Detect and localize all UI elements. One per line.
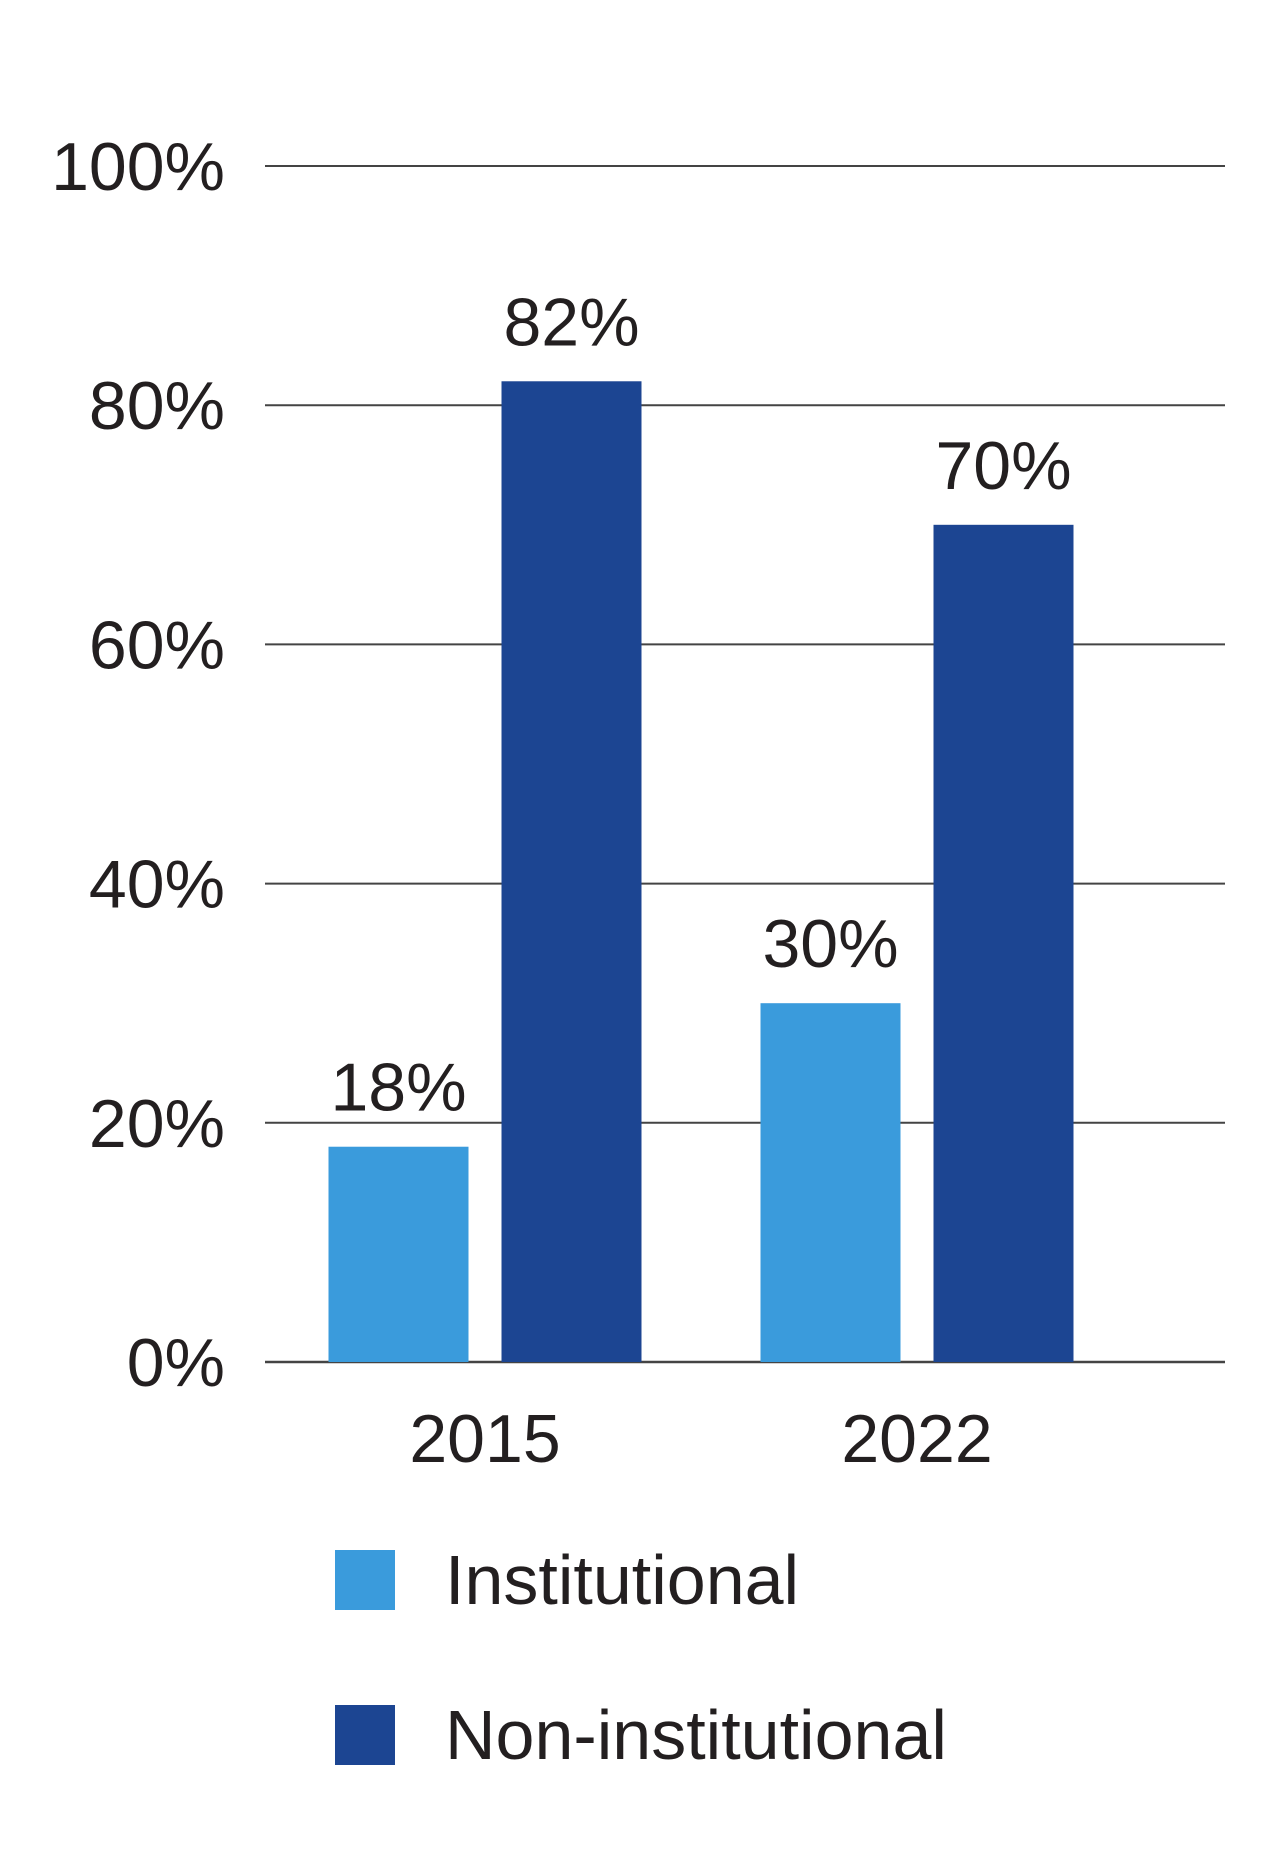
bar — [760, 1003, 901, 1362]
bar — [933, 524, 1074, 1362]
x-tick-label: 2022 — [841, 1401, 992, 1477]
legend-item-non-institutional: Non-institutional — [335, 1696, 947, 1774]
legend-swatch-institutional — [335, 1550, 395, 1610]
legend-label-institutional: Institutional — [445, 1541, 800, 1619]
bar — [501, 381, 642, 1362]
y-tick-label: 20% — [89, 1086, 225, 1162]
y-axis-tick-labels: 0% 20% 40% 60% 80% 100% — [51, 129, 225, 1401]
y-tick-label: 80% — [89, 368, 225, 444]
data-labels: 18% 82% 30% 70% — [330, 284, 1071, 1125]
data-label: 70% — [935, 428, 1071, 504]
legend-swatch-non-institutional — [335, 1705, 395, 1765]
legend-item-institutional: Institutional — [335, 1541, 947, 1619]
data-label: 30% — [762, 906, 898, 982]
data-label: 18% — [330, 1050, 466, 1126]
bars — [328, 381, 1074, 1362]
legend-label-non-institutional: Non-institutional — [445, 1696, 947, 1774]
bar — [328, 1146, 469, 1362]
y-tick-label: 60% — [89, 607, 225, 683]
x-tick-label: 2015 — [409, 1401, 560, 1477]
x-axis-tick-labels: 2015 2022 — [409, 1401, 992, 1477]
legend: Institutional Non-institutional — [335, 1541, 947, 1860]
data-label: 82% — [503, 284, 639, 360]
y-tick-label: 100% — [51, 129, 225, 205]
y-tick-label: 0% — [127, 1325, 225, 1401]
chart-plot-area: 0% 20% 40% 60% 80% 100% 18% 82% 30% 70% 2015 2022 — [51, 129, 1225, 1477]
y-tick-label: 40% — [89, 847, 225, 923]
